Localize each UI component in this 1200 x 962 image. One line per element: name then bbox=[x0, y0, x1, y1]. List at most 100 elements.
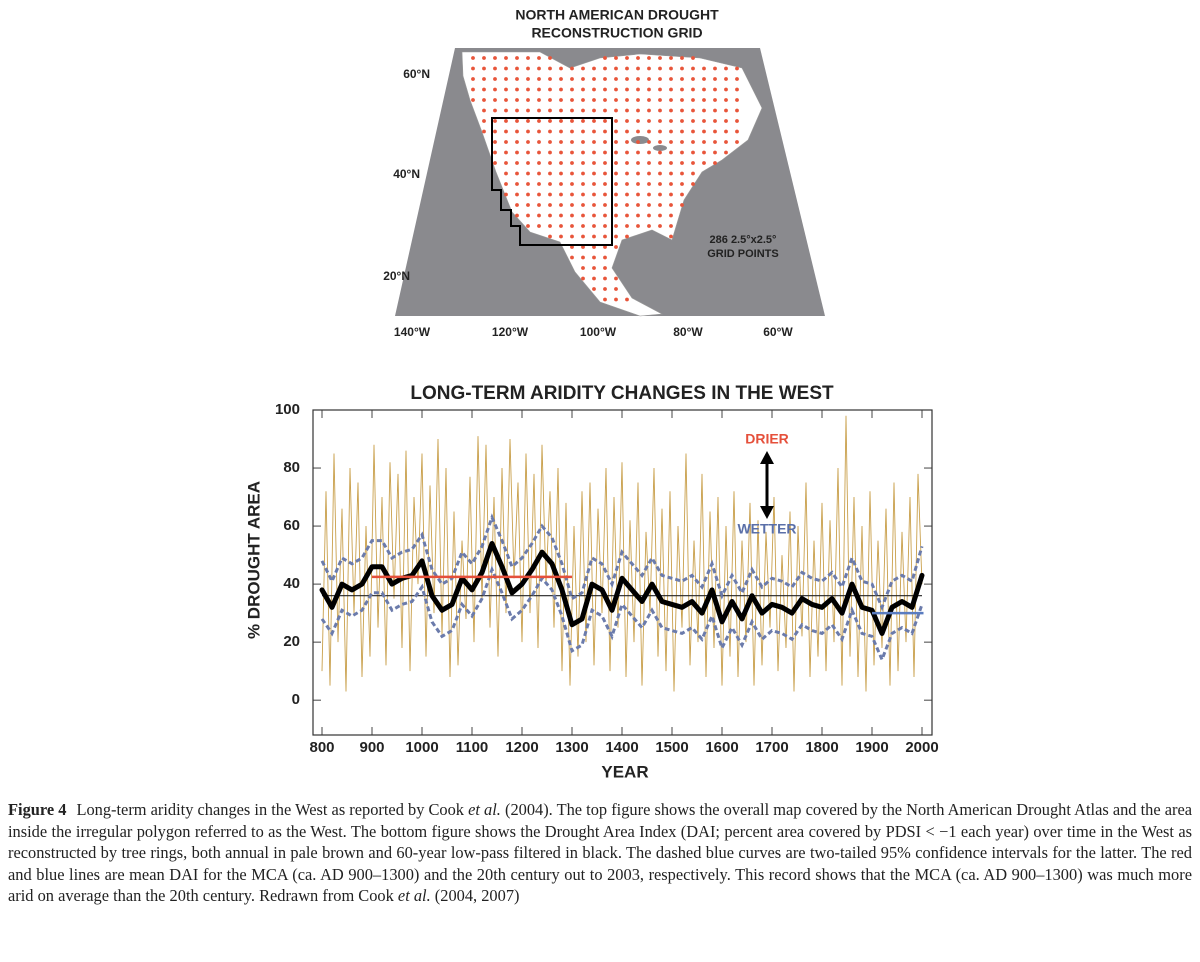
grid-point bbox=[647, 119, 651, 123]
caption: Figure 4 Long-term aridity changes in the… bbox=[8, 799, 1192, 907]
grid-point bbox=[581, 171, 585, 176]
map: NORTH AMERICAN DROUGHT RECONSTRUCTION GR… bbox=[383, 7, 825, 339]
grid-point bbox=[504, 108, 508, 113]
grid-point bbox=[526, 98, 530, 102]
grid-point bbox=[614, 192, 618, 197]
grid-point bbox=[471, 87, 475, 92]
caption-text: (2004, 2007) bbox=[430, 886, 520, 905]
grid-point bbox=[592, 171, 596, 176]
grid-point bbox=[592, 150, 596, 155]
grid-point bbox=[548, 140, 552, 144]
grid-point bbox=[581, 203, 585, 207]
grid-point bbox=[570, 255, 574, 260]
grid-point bbox=[603, 287, 607, 291]
grid-point bbox=[592, 245, 596, 249]
grid-point bbox=[614, 287, 618, 291]
grid-point bbox=[559, 234, 563, 239]
grid-point bbox=[515, 192, 519, 197]
grid-point bbox=[493, 66, 497, 71]
x-tick-label: 1100 bbox=[456, 739, 489, 756]
grid-point bbox=[625, 192, 629, 197]
grid-point bbox=[658, 129, 662, 134]
grid-point bbox=[735, 66, 739, 71]
grid-point bbox=[482, 56, 486, 60]
grid-point bbox=[691, 77, 695, 81]
grid-point bbox=[658, 192, 662, 197]
grid-point bbox=[614, 108, 618, 113]
caption-text: et al. bbox=[397, 886, 431, 905]
grid-point bbox=[691, 108, 695, 113]
annotation: WETTER bbox=[737, 521, 796, 537]
grid-point bbox=[636, 108, 640, 113]
arrow-head bbox=[760, 451, 774, 464]
grid-point bbox=[526, 182, 530, 186]
grid-point bbox=[603, 119, 607, 123]
grid-point bbox=[614, 140, 618, 144]
grid-point bbox=[625, 119, 629, 123]
grid-point bbox=[559, 171, 563, 176]
grid-point bbox=[592, 255, 596, 260]
grid-point bbox=[526, 171, 530, 176]
grid-point bbox=[603, 192, 607, 197]
grid-point bbox=[504, 182, 508, 186]
grid-point bbox=[581, 77, 585, 81]
grid-point bbox=[625, 171, 629, 176]
grid-point bbox=[614, 150, 618, 155]
grid-point bbox=[647, 66, 651, 71]
grid-point bbox=[537, 108, 541, 113]
figure: NORTH AMERICAN DROUGHT RECONSTRUCTION GR… bbox=[244, 7, 938, 782]
grid-point bbox=[658, 87, 662, 92]
y-tick-label: 100 bbox=[275, 401, 300, 418]
grid-point bbox=[603, 87, 607, 92]
grid-point bbox=[537, 150, 541, 155]
map-title: NORTH AMERICAN DROUGHT bbox=[515, 7, 719, 23]
grid-point bbox=[702, 129, 706, 134]
x-tick-label: 1900 bbox=[855, 739, 888, 756]
grid-point bbox=[658, 182, 662, 186]
grid-point bbox=[647, 77, 651, 81]
grid-point bbox=[493, 140, 497, 144]
grid-point bbox=[614, 213, 618, 218]
grid-point bbox=[592, 276, 596, 281]
grid-point bbox=[614, 276, 618, 281]
x-tick-label: 1500 bbox=[655, 739, 688, 756]
grid-point bbox=[625, 182, 629, 186]
grid-point bbox=[603, 297, 607, 302]
grid-point bbox=[559, 203, 563, 207]
series-line bbox=[321, 415, 923, 692]
grid-point bbox=[581, 255, 585, 260]
grid-point bbox=[603, 203, 607, 207]
grid-point bbox=[691, 150, 695, 155]
grid-point bbox=[603, 213, 607, 218]
grid-point bbox=[548, 192, 552, 197]
grid-point bbox=[548, 203, 552, 207]
x-tick-label: 1300 bbox=[555, 739, 588, 756]
grid-point bbox=[592, 140, 596, 144]
grid-point bbox=[658, 119, 662, 123]
grid-point bbox=[636, 66, 640, 71]
grid-point bbox=[702, 161, 706, 165]
grid-point bbox=[669, 77, 673, 81]
grid-point bbox=[526, 140, 530, 144]
grid-point bbox=[493, 108, 497, 113]
grid-point bbox=[570, 129, 574, 134]
grid-point bbox=[669, 56, 673, 60]
y-tick-label: 20 bbox=[283, 633, 300, 650]
grid-point bbox=[581, 140, 585, 144]
grid-point bbox=[548, 150, 552, 155]
grid-point bbox=[526, 77, 530, 81]
grid-point bbox=[526, 56, 530, 60]
grid-point bbox=[625, 87, 629, 92]
grid-point bbox=[691, 171, 695, 176]
grid-point bbox=[581, 98, 585, 102]
grid-point bbox=[592, 87, 596, 92]
grid-point bbox=[570, 77, 574, 81]
grid-point bbox=[647, 192, 651, 197]
grid-point bbox=[724, 98, 728, 102]
grid-point bbox=[504, 87, 508, 92]
grid-point bbox=[581, 213, 585, 218]
grid-point bbox=[548, 66, 552, 71]
grid-point bbox=[647, 213, 651, 218]
grid-point bbox=[515, 203, 519, 207]
grid-point bbox=[702, 87, 706, 92]
